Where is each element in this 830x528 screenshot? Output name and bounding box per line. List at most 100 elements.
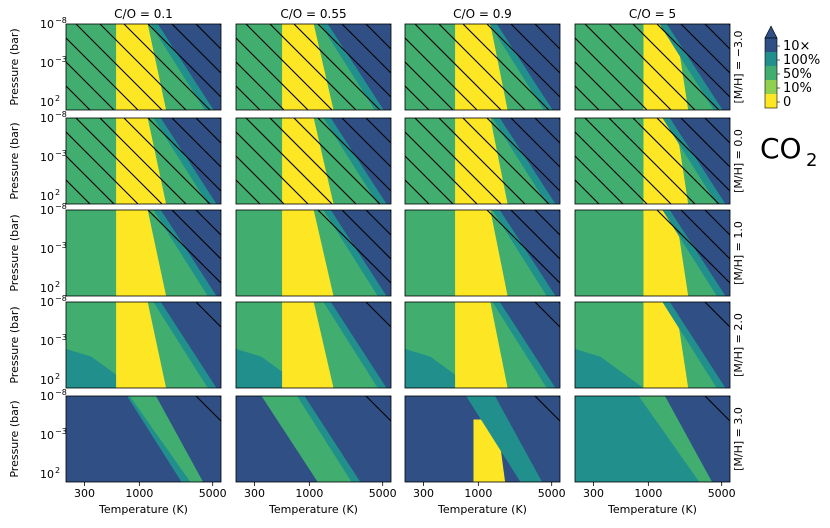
hatch-line (75, 24, 163, 110)
panel-frame (65, 23, 222, 111)
panel-r3-c1 (235, 301, 392, 389)
species-subscript: 2 (806, 150, 817, 171)
xtick-1-2: 5000 (369, 487, 397, 500)
hatch-line (236, 61, 285, 110)
ytick-exp-3-1: −3 (55, 333, 67, 342)
region-3 (157, 24, 221, 110)
hatch-line (656, 118, 730, 192)
panel-r0-c0 (65, 23, 222, 111)
hatch-line (293, 118, 381, 204)
hatch-line (801, 302, 830, 388)
ytick-exp-1-2: 2 (55, 188, 60, 197)
hatch-line (195, 118, 221, 144)
hatch-line (534, 302, 560, 328)
colorbar-seg-1 (765, 52, 777, 66)
ytick-3-1: 10 (40, 335, 54, 348)
panel-frame (574, 23, 731, 111)
panel-r1-c1 (235, 117, 392, 205)
row-title-0: [M/H] = −3.0 (732, 31, 745, 104)
hatch-line (704, 396, 730, 422)
hatch-line (704, 118, 730, 144)
colorbar-seg-0 (765, 38, 777, 52)
col-title-2: C/O = 0.9 (453, 7, 512, 21)
hatch-line (195, 24, 221, 50)
hatch-line (704, 24, 730, 50)
hatch-line (777, 210, 830, 296)
ytick-4-0: 10 (40, 390, 54, 403)
hatch-line (486, 118, 560, 192)
hatch-line (405, 61, 454, 110)
hatch-line (510, 24, 560, 74)
panel-r4-c0 (65, 395, 222, 483)
panel-r0-c2 (404, 23, 561, 111)
panel-r2-c0 (65, 209, 222, 297)
panel-frame (65, 117, 222, 205)
region-3 (496, 24, 560, 110)
colorbar: 10×100%50%10%0 (764, 25, 820, 110)
hatch (147, 210, 221, 284)
region-3 (666, 24, 730, 110)
hatch-line (510, 118, 560, 168)
ytick-exp-1-1: −3 (55, 149, 67, 158)
panel-frame (235, 301, 392, 389)
col-title-1: C/O = 0.55 (280, 7, 346, 21)
ytick-0-0: 10 (40, 18, 54, 31)
region-1 (282, 210, 334, 296)
panel-r3-c2 (404, 301, 561, 389)
ytick-1-2: 10 (40, 190, 54, 203)
region-1 (236, 396, 318, 482)
ytick-exp-2-0: −8 (55, 202, 67, 211)
hatch-line (438, 24, 526, 110)
region-4 (330, 302, 391, 388)
row-title-2: [M/H] = 1.0 (732, 221, 745, 285)
panel-frame (574, 117, 731, 205)
xtick-1-0: 300 (244, 487, 265, 500)
hatch-line (680, 118, 730, 168)
hatch-line (584, 24, 672, 110)
hatch-line (575, 85, 600, 110)
colorbar-label-0: 10× (783, 39, 810, 54)
region-3 (129, 396, 204, 482)
panel-frame (404, 301, 561, 389)
ytick-3-2: 10 (40, 374, 54, 387)
ytick-exp-0-0: −8 (55, 16, 67, 25)
ytick-2-2: 10 (40, 282, 54, 295)
ylabel-0: Pressure (bar) (8, 28, 21, 105)
panel-r1-c3 (574, 117, 731, 205)
hatch-line (147, 24, 221, 98)
panel-grid (65, 23, 830, 483)
hatch-line (66, 85, 91, 110)
panel-frame (404, 23, 561, 111)
hatch-line (632, 118, 720, 204)
col-title-0: C/O = 0.1 (114, 7, 173, 21)
hatch-line (269, 24, 357, 110)
ytick-0-1: 10 (40, 57, 54, 70)
panel-r0-c1 (235, 23, 392, 111)
colorbar-seg-2 (765, 66, 777, 80)
hatch-line (293, 24, 381, 110)
region-3 (327, 24, 391, 110)
xtick-2-2: 5000 (538, 487, 566, 500)
ytick-exp-0-2: 2 (55, 94, 60, 103)
panel-frame (574, 395, 731, 483)
region-1 (455, 210, 508, 296)
ytick-exp-4-0: −8 (55, 388, 67, 397)
xlabel-3: Temperature (K) (607, 503, 697, 516)
hatch-line (99, 118, 187, 204)
panel-r3-c0 (65, 301, 222, 389)
hatch-line (801, 396, 830, 482)
hatch-line (75, 118, 163, 204)
hatch-line (66, 61, 115, 110)
ytick-exp-3-2: 2 (55, 372, 60, 381)
hatch-line (753, 302, 830, 388)
ytick-exp-3-0: −8 (55, 294, 67, 303)
panel-r1-c0 (65, 117, 222, 205)
hatch (534, 396, 560, 422)
panel-frame (65, 395, 222, 483)
hatch-line (147, 118, 221, 192)
hatch-line (317, 118, 391, 192)
hatch-line (656, 24, 730, 98)
region-1 (282, 118, 334, 204)
